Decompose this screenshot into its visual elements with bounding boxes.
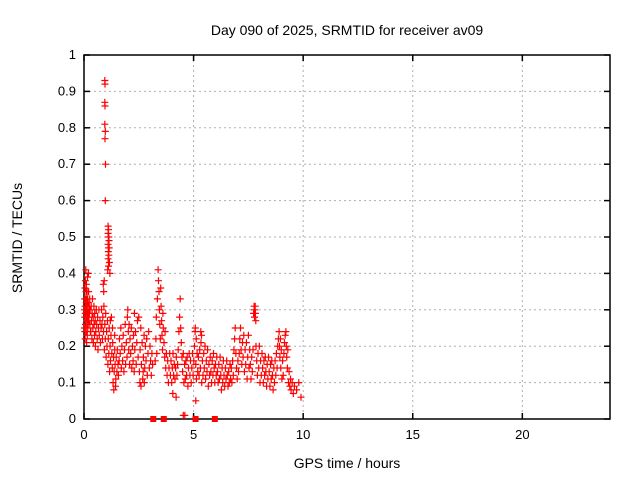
x-tick-label: 20: [515, 427, 529, 442]
x-tick-label: 15: [406, 427, 420, 442]
zero-square-marker: [160, 416, 167, 422]
chart-title: Day 090 of 2025, SRMTID for receiver av0…: [210, 22, 484, 38]
y-tick-label: 0.7: [58, 156, 76, 171]
zero-square-marker: [150, 416, 157, 422]
x-tick-label: 5: [190, 427, 197, 442]
y-tick-label: 0.2: [58, 338, 76, 353]
y-tick-label: 0.6: [58, 193, 76, 208]
y-tick-label: 0.5: [58, 229, 76, 244]
y-tick-label: 0.8: [58, 120, 76, 135]
y-tick-label: 1: [69, 47, 76, 62]
y-tick-label: 0: [69, 411, 76, 426]
x-tick-label: 0: [80, 427, 87, 442]
x-tick-label: 10: [296, 427, 310, 442]
y-tick-label: 0.4: [58, 265, 76, 280]
x-axis-label: GPS time / hours: [293, 455, 401, 471]
y-tick-label: 0.9: [58, 83, 76, 98]
y-tick-label: 0.1: [58, 375, 76, 390]
zero-square-marker: [192, 416, 199, 422]
plot-frame: [83, 54, 611, 420]
zero-square-marker: [211, 416, 218, 422]
y-tick-label: 0.3: [58, 302, 76, 317]
data-point-markers: [80, 77, 305, 419]
